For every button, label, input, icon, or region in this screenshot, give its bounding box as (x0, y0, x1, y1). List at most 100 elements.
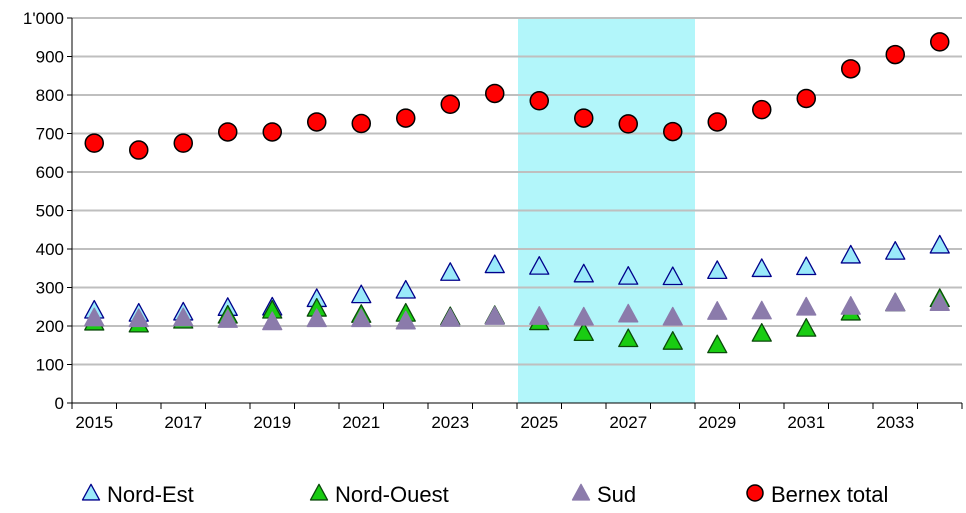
data-point-nord-est (529, 255, 550, 275)
legend: Nord-Est Nord-Ouest Sud Bernex total (81, 482, 888, 507)
legend-item-nord-est: Nord-Est (81, 482, 194, 507)
data-point-bernex-total (440, 94, 460, 114)
data-point-sud (618, 303, 639, 323)
data-point-nord-est (618, 266, 639, 285)
data-point-bernex-total (307, 112, 327, 132)
data-point-sud (440, 307, 461, 327)
data-point-bernex-total (84, 133, 104, 153)
y-tick-label: 100 (36, 356, 64, 375)
data-point-sud (84, 307, 105, 327)
data-point-sud (662, 306, 683, 326)
x-tick-label: 2033 (876, 413, 914, 432)
data-point-sud (929, 292, 950, 311)
data-point-sud (262, 311, 283, 331)
data-point-nord-est (929, 234, 950, 254)
y-tick-label: 900 (36, 48, 64, 67)
y-tick-label: 500 (36, 202, 64, 221)
data-point-bernex-total (396, 108, 416, 128)
data-point-bernex-total (129, 140, 149, 160)
data-point-bernex-total (796, 88, 816, 109)
data-point-bernex-total (262, 122, 282, 142)
data-point-bernex-total (173, 133, 193, 153)
data-point-bernex-total (707, 112, 727, 132)
data-point-sud (351, 308, 372, 328)
x-tick-label: 2029 (698, 413, 736, 432)
y-tick-label: 800 (36, 86, 64, 105)
data-point-bernex-total (485, 83, 505, 104)
data-point-nord-ouest (662, 331, 683, 350)
data-point-sud (751, 300, 772, 320)
data-point-nord-ouest (751, 322, 772, 342)
data-point-bernex-total (218, 122, 238, 142)
x-tick-label: 2031 (787, 413, 825, 432)
data-point-sud (173, 307, 194, 327)
series-nord-ouest (84, 288, 950, 354)
data-point-bernex-total (841, 59, 861, 79)
data-point-nord-est (351, 284, 372, 304)
data-point-bernex-total (351, 113, 371, 134)
data-point-sud (707, 301, 728, 320)
legend-label-nord-est: Nord-Est (107, 482, 194, 507)
legend-marker-nord-est (81, 483, 101, 501)
y-tick-label: 400 (36, 240, 64, 259)
y-tick-label: 0 (55, 394, 64, 413)
data-point-sud (306, 308, 327, 328)
x-tick-label: 2015 (75, 413, 113, 432)
data-point-sud (128, 308, 149, 328)
data-point-nord-ouest (796, 317, 817, 337)
data-point-bernex-total (574, 108, 594, 128)
legend-item-sud: Sud (571, 482, 636, 507)
series-bernex-total (84, 32, 950, 160)
data-point-sud (484, 306, 505, 325)
data-point-sud (573, 306, 594, 326)
x-tick-label: 2027 (609, 413, 647, 432)
series-sud (84, 292, 950, 331)
legend-label-nord-ouest: Nord-Ouest (335, 482, 449, 507)
legend-item-bernex-total: Bernex total (746, 482, 888, 507)
y-tick-label: 700 (36, 125, 64, 144)
data-point-sud (796, 296, 817, 316)
data-point-sud (885, 292, 906, 312)
data-point-nord-est (662, 266, 683, 286)
data-point-nord-ouest (707, 334, 728, 354)
data-point-sud (217, 309, 238, 328)
data-point-bernex-total (930, 32, 950, 52)
x-tick-label: 2025 (520, 413, 558, 432)
data-point-nord-est (840, 244, 861, 264)
data-point-nord-est (440, 262, 461, 281)
legend-label-sud: Sud (597, 482, 636, 507)
data-point-bernex-total (752, 99, 772, 120)
data-point-bernex-total (663, 121, 683, 142)
y-tick-label: 600 (36, 163, 64, 182)
x-tick-label: 2023 (431, 413, 469, 432)
data-point-nord-est (707, 260, 728, 280)
y-tick-label: 200 (36, 317, 64, 336)
x-tick-label: 2019 (253, 413, 291, 432)
data-point-nord-ouest (618, 328, 639, 348)
legend-marker-sud (571, 483, 591, 501)
y-tick-label: 1'000 (23, 9, 64, 28)
data-point-bernex-total (885, 44, 905, 65)
legend-marker-nord-ouest (309, 483, 329, 501)
data-point-sud (529, 306, 550, 325)
data-point-bernex-total (529, 91, 549, 111)
y-tick-label: 300 (36, 279, 64, 298)
data-point-nord-est (885, 240, 906, 260)
marks-layer (84, 32, 950, 354)
legend-label-bernex-total: Bernex total (771, 482, 888, 507)
data-point-nord-est (484, 254, 505, 274)
legend-item-nord-ouest: Nord-Ouest (309, 482, 449, 507)
data-point-sud (840, 296, 861, 315)
data-point-nord-est (796, 256, 817, 276)
grid-layer (72, 17, 962, 366)
data-point-sud (395, 310, 416, 330)
x-tick-label: 2017 (164, 413, 202, 432)
data-point-nord-est (395, 279, 416, 299)
legend-marker-bernex-total (746, 484, 764, 502)
data-point-nord-ouest (573, 322, 594, 341)
axis-layer: 0 100 200 300 400 500 600 700 800 900 1'000 2015 201… (23, 9, 963, 432)
data-point-bernex-total (618, 114, 638, 134)
data-point-nord-est (573, 263, 594, 283)
